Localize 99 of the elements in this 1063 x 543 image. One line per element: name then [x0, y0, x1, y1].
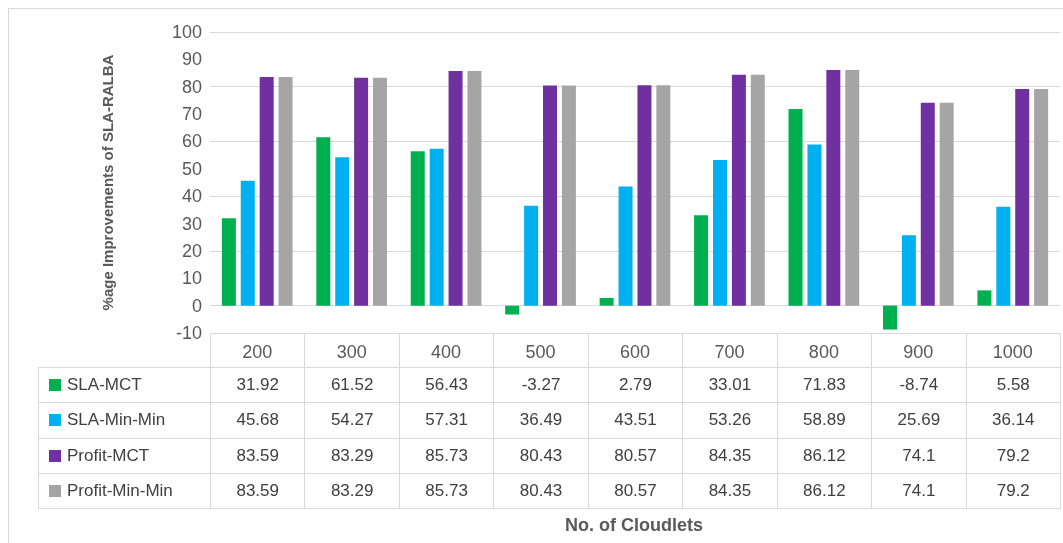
bar	[335, 157, 350, 306]
data-label: 58.89	[776, 402, 873, 439]
data-label: 83.29	[304, 472, 400, 510]
data-label: 84.35	[682, 437, 778, 474]
x-tick-label: 900	[903, 342, 934, 362]
data-label: 61.52	[304, 367, 400, 404]
y-tick-label: -10	[175, 323, 202, 343]
bar	[240, 180, 255, 306]
bar	[788, 109, 803, 306]
legend-label: SLA-Min-Min	[67, 410, 166, 431]
bar	[807, 144, 822, 306]
data-label: 36.14	[965, 402, 1061, 439]
bar	[826, 69, 841, 306]
data-label: 86.12	[776, 472, 873, 510]
bar	[278, 76, 293, 306]
data-label: 57.31	[398, 402, 495, 439]
data-label: 83.59	[210, 472, 306, 510]
data-label: 79.2	[965, 437, 1061, 474]
bar	[996, 206, 1011, 306]
data-label: 54.27	[304, 402, 400, 439]
bar	[354, 77, 369, 306]
y-axis-title: %age Improvements of SLA-RALBA	[99, 54, 116, 311]
bar	[920, 102, 935, 306]
data-label: 2.79	[587, 367, 684, 404]
y-tick-label: 0	[191, 295, 202, 316]
bar	[429, 148, 444, 306]
y-tick-label: 40	[181, 186, 202, 207]
data-label: 33.01	[682, 367, 778, 404]
bar	[467, 71, 482, 306]
bar	[1034, 88, 1049, 306]
data-label: 31.92	[210, 367, 306, 404]
data-label: 5.58	[965, 367, 1061, 404]
bar	[410, 151, 425, 306]
bar	[731, 74, 746, 306]
x-tick-label: 200	[242, 342, 273, 362]
bar	[524, 205, 539, 306]
y-tick-label: 60	[181, 131, 202, 152]
y-tick-label: 20	[181, 240, 202, 261]
x-tick-label: 800	[808, 342, 839, 362]
x-tick-label: 600	[619, 342, 651, 362]
data-label: -8.74	[871, 367, 967, 404]
data-label: 84.35	[682, 472, 778, 510]
data-label: 80.43	[493, 437, 589, 474]
legend-label: Profit-Min-Min	[67, 481, 173, 502]
data-label: 45.68	[210, 402, 306, 439]
x-tick-label: 700	[714, 342, 745, 362]
y-tick-label: 10	[181, 268, 202, 289]
legend-label: Profit-MCT	[67, 445, 150, 466]
bar	[618, 186, 633, 306]
data-label: 85.73	[398, 437, 495, 474]
data-label: 83.29	[304, 437, 400, 474]
data-label: -3.27	[493, 367, 589, 404]
y-tick-label: 90	[181, 49, 202, 70]
text: No. of Cloudlets	[565, 515, 703, 535]
data-label: 74.1	[871, 437, 967, 474]
bar	[882, 305, 897, 330]
bar	[712, 159, 727, 306]
bar	[221, 218, 236, 306]
data-label: 85.73	[398, 472, 495, 510]
bar	[599, 298, 614, 306]
bar	[845, 69, 860, 306]
bar	[656, 85, 671, 306]
data-label: 74.1	[871, 472, 967, 510]
bar	[694, 215, 709, 306]
legend-label: SLA-MCT	[67, 375, 142, 396]
bar	[901, 235, 916, 306]
data-label: 80.57	[587, 437, 684, 474]
bar	[316, 137, 331, 306]
bar	[373, 77, 388, 306]
bar	[939, 102, 954, 306]
data-label: 80.43	[493, 472, 589, 510]
x-tick-label: 300	[336, 342, 367, 362]
bar	[637, 85, 652, 306]
x-tick-label: 400	[431, 342, 462, 362]
data-label: 25.69	[871, 402, 967, 439]
data-label: 53.26	[682, 402, 778, 439]
y-tick-label: 70	[181, 104, 202, 125]
data-label: 86.12	[776, 437, 873, 474]
data-label: 43.51	[587, 402, 684, 439]
y-tick-label: 30	[181, 213, 202, 234]
y-tick-label: 100	[171, 22, 202, 42]
bar	[259, 76, 274, 306]
bar	[448, 71, 463, 306]
bar	[1015, 88, 1030, 306]
x-tick-label: 1000	[992, 342, 1033, 362]
data-label: 80.57	[587, 472, 684, 510]
data-label: 36.49	[493, 402, 589, 439]
bar	[505, 305, 520, 315]
data-label: 79.2	[965, 472, 1061, 510]
y-tick-label: 50	[181, 158, 202, 179]
x-tick-label: 500	[525, 342, 556, 362]
bar	[977, 290, 992, 306]
data-label: 56.43	[398, 367, 495, 404]
data-label: 71.83	[776, 367, 873, 404]
bar	[750, 74, 765, 306]
data-label: 83.59	[210, 437, 306, 474]
bar	[561, 85, 576, 306]
bar	[543, 85, 558, 306]
y-tick-label: 80	[181, 76, 202, 97]
